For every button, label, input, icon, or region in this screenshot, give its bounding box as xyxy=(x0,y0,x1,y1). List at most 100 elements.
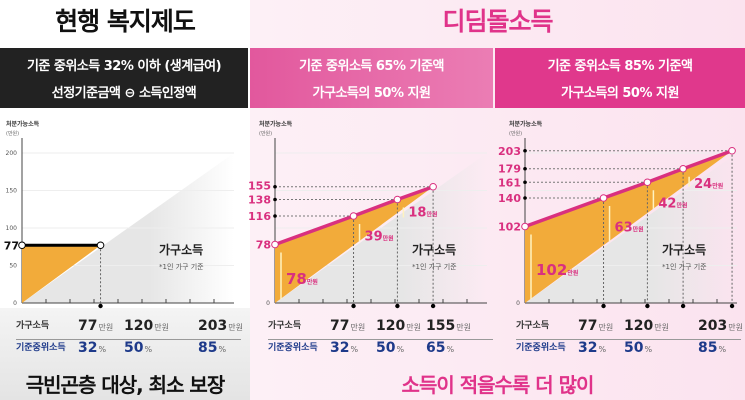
y-tick-label: 0 xyxy=(266,300,270,307)
y-tick-label: 150 xyxy=(6,188,18,195)
x-series-label: 가구소득 xyxy=(159,242,203,257)
support-unit: 만원 xyxy=(567,269,578,277)
unit: 만원 xyxy=(598,323,614,332)
y-value-label: 102 xyxy=(498,221,521,234)
support-unit: 만원 xyxy=(676,202,687,210)
table-value: 85 xyxy=(698,340,718,356)
unit: % xyxy=(144,345,153,354)
left-footer-bg xyxy=(0,308,250,400)
y-marker-dot xyxy=(523,166,527,171)
y-axis-label: 처분가능소득 xyxy=(259,120,293,128)
table-value: 65 xyxy=(426,340,446,356)
table-value: 155 xyxy=(426,318,456,334)
table-value: 32 xyxy=(78,340,98,356)
disposable-income-line xyxy=(274,185,434,247)
support-unit: 만원 xyxy=(307,278,318,286)
table-value: 120 xyxy=(376,318,406,334)
band-line1: 기준 중위소득 65% 기준액 xyxy=(299,59,444,74)
table-value: 120 xyxy=(124,318,154,334)
unit: % xyxy=(598,345,607,354)
band-85: 기준 중위소득 85% 기준액 가구소득의 50% 지원 xyxy=(495,48,745,108)
unit: % xyxy=(718,345,727,354)
table-value: 77 xyxy=(578,318,598,334)
note: *1인 가구 기준 xyxy=(662,262,707,271)
table-value: 50 xyxy=(124,340,144,356)
support-unit: 만원 xyxy=(712,182,723,190)
support-unit: 만원 xyxy=(633,226,644,234)
table-value: 203 xyxy=(198,318,228,334)
band-line1: 기준 중위소득 32% 이하 (생계급여) xyxy=(26,59,222,74)
y-marker-dot xyxy=(273,214,277,218)
y-axis-unit: (만원) xyxy=(259,130,272,137)
x-marker-dot xyxy=(98,303,103,309)
y-value-label: 155 xyxy=(248,180,271,193)
table-value: 50 xyxy=(376,340,396,356)
unit: 만원 xyxy=(456,323,471,332)
y-value-label: 138 xyxy=(248,194,271,207)
row-label: 가구소득 xyxy=(16,321,50,331)
support-area xyxy=(22,245,101,303)
y-tick-label: 100 xyxy=(6,225,18,232)
row-label: 기준중위소득 xyxy=(16,343,66,353)
x-marker-dot xyxy=(645,303,650,309)
y-tick-label: 0 xyxy=(516,300,520,307)
income-table: 가구소득 77만원 120만원 155만원 기준중위소득 32% 50% 65% xyxy=(268,318,493,366)
unit: % xyxy=(98,345,107,354)
income-table: 가구소득 77만원 120만원 203만원 기준중위소득 32% 50% 85% xyxy=(516,318,743,366)
table-row: 가구소득 77만원 120만원 203만원 xyxy=(516,318,743,340)
note: *1인 가구 기준 xyxy=(159,262,204,271)
y-tick-label: 200 xyxy=(6,150,18,157)
support-unit: 만원 xyxy=(426,210,437,218)
unit: % xyxy=(446,345,455,354)
row-label: 기준중위소득 xyxy=(516,343,566,353)
band-line2: 가구소득의 50% 지원 xyxy=(312,86,431,101)
x-series-label: 가구소득 xyxy=(412,242,456,257)
y-value-label: 78 xyxy=(256,239,271,252)
y-value-label: 77 xyxy=(4,239,19,252)
y-marker-dot xyxy=(523,148,527,153)
y-axis-label: 처분가능소득 xyxy=(6,120,40,128)
y-value-label: 203 xyxy=(498,145,521,158)
y-marker-dot xyxy=(523,180,527,185)
unit: 만원 xyxy=(154,323,169,332)
table-row: 가구소득 77만원 120만원 203만원 xyxy=(16,318,243,340)
unit: % xyxy=(396,345,405,354)
unit: % xyxy=(644,345,653,354)
row-label: 가구소득 xyxy=(516,321,550,331)
y-marker-dot xyxy=(523,196,527,200)
data-point xyxy=(96,241,105,250)
data-point xyxy=(429,182,437,191)
stepping-stone-income-title: 디딤돌소득 xyxy=(442,7,553,36)
bottom-new: 소득이 적을수록 더 많이 xyxy=(401,372,595,397)
data-point xyxy=(728,146,736,155)
unit: 만원 xyxy=(228,323,243,332)
y-tick-label: 50 xyxy=(9,263,17,270)
x-marker-dot xyxy=(430,303,436,309)
table-value: 203 xyxy=(698,318,728,334)
y-value-label: 179 xyxy=(498,162,521,175)
y-axis-unit: (만원) xyxy=(509,130,522,137)
y-value-label: 140 xyxy=(498,192,521,205)
row-label: 가구소득 xyxy=(268,321,302,331)
y-axis-label: 처분가능소득 xyxy=(509,120,543,128)
x-marker-dot xyxy=(351,303,356,309)
x-marker-dot xyxy=(729,303,735,309)
unit: 만원 xyxy=(406,323,421,332)
unit: 만원 xyxy=(728,323,743,332)
data-point xyxy=(599,194,608,202)
y-value-label: 116 xyxy=(248,210,271,223)
x-marker-dot xyxy=(395,303,400,309)
support-unit: 만원 xyxy=(383,235,394,243)
y-tick-label: 0 xyxy=(13,300,17,307)
unit: 만원 xyxy=(654,323,669,332)
data-point xyxy=(643,178,652,187)
support-area xyxy=(525,150,733,303)
table-value: 50 xyxy=(624,340,644,356)
table-row: 기준중위소득 32% 50% 85% xyxy=(16,340,241,362)
unit: % xyxy=(350,345,359,354)
table-value: 120 xyxy=(624,318,654,334)
table-row: 기준중위소득 32% 50% 65% xyxy=(268,340,493,362)
unit: 만원 xyxy=(98,323,114,332)
income-table: 가구소득 77만원 120만원 203만원 기준중위소득 32% 50% 85% xyxy=(16,318,243,366)
table-row: 가구소득 77만원 120만원 155만원 xyxy=(268,318,493,340)
